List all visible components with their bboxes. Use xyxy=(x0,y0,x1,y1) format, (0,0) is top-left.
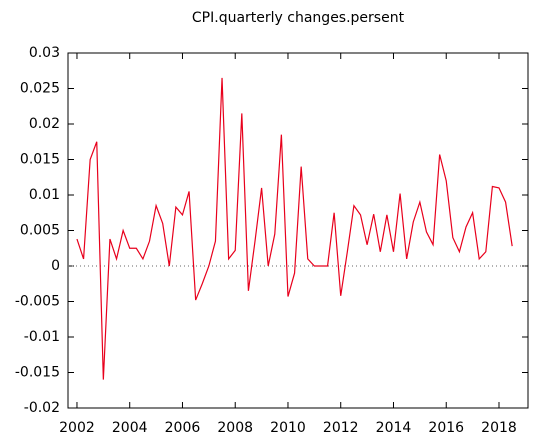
y-tick-label: -0.01 xyxy=(24,329,60,345)
x-tick-label: 2016 xyxy=(428,420,464,436)
x-tick-label: 2012 xyxy=(323,420,359,436)
y-tick-label: -0.005 xyxy=(15,294,60,310)
x-tick-label: 2010 xyxy=(270,420,306,436)
x-tick-label: 2018 xyxy=(481,420,517,436)
chart-title: CPI.quarterly changes.persent xyxy=(192,10,405,26)
y-tick-label: 0.03 xyxy=(29,45,60,61)
y-tick-label: 0.01 xyxy=(29,187,60,203)
y-tick-label: 0.025 xyxy=(20,81,60,97)
y-tick-label: 0.015 xyxy=(20,152,60,168)
plot-frame xyxy=(67,52,529,409)
x-tick-label: 2006 xyxy=(165,420,201,436)
x-tick-label: 2014 xyxy=(376,420,412,436)
y-tick-label: 0.02 xyxy=(29,116,60,132)
series-line xyxy=(76,77,513,380)
y-tick-label: 0.005 xyxy=(20,223,60,239)
x-tick-label: 2002 xyxy=(59,420,95,436)
y-tick-label: -0.02 xyxy=(24,400,60,416)
x-tick-label: 2004 xyxy=(112,420,148,436)
y-tick-label: 0 xyxy=(51,258,60,274)
y-tick-label: -0.015 xyxy=(15,365,60,381)
x-tick-label: 2008 xyxy=(217,420,253,436)
